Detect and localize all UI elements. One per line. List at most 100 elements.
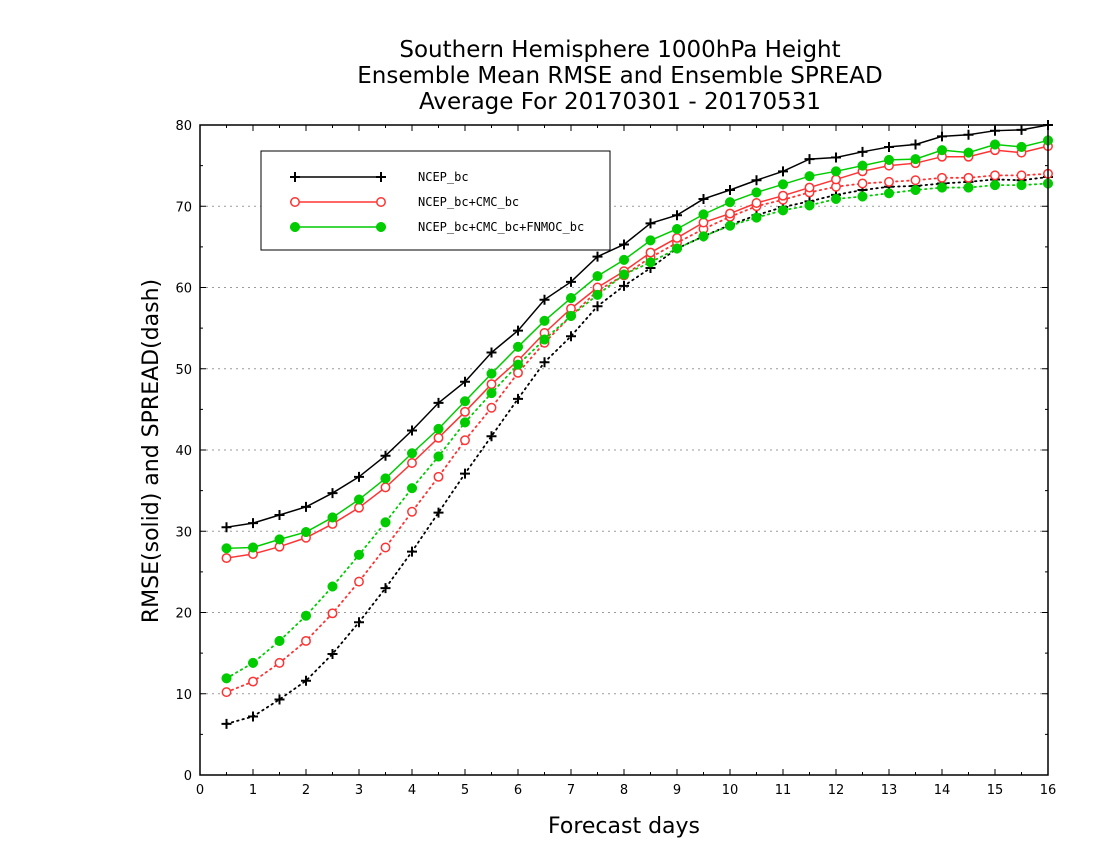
legend-marker	[376, 172, 386, 182]
rmse-point	[380, 482, 391, 493]
spread-point	[221, 687, 232, 698]
rmse-point	[698, 193, 709, 204]
spread-point	[830, 193, 842, 204]
rmse-point	[221, 543, 232, 554]
rmse-point	[460, 376, 470, 387]
spread-point	[883, 188, 895, 199]
rmse-point	[327, 488, 338, 499]
legend-marker	[375, 221, 387, 233]
rmse-point	[725, 185, 735, 195]
rmse-point	[1016, 141, 1027, 152]
x-tick-label: 8	[620, 783, 628, 798]
rmse-point	[354, 502, 364, 513]
rmse-point	[989, 139, 1001, 150]
spread-point	[459, 417, 471, 428]
rmse-point	[777, 179, 789, 190]
spread-point	[592, 301, 603, 312]
spread-point	[513, 393, 523, 404]
rmse-point	[248, 518, 258, 529]
rmse-point	[486, 368, 497, 379]
x-tick-label: 5	[461, 783, 469, 798]
rmse-point	[671, 223, 683, 235]
rmse-point	[512, 341, 524, 352]
spread-point	[380, 517, 391, 528]
spread-point	[884, 176, 894, 187]
spread-point	[274, 635, 285, 646]
rmse-point	[778, 190, 788, 201]
legend-box	[260, 150, 611, 251]
rmse-point	[459, 396, 471, 407]
spread-point	[513, 367, 523, 378]
spread-point	[247, 657, 259, 668]
spread-point	[327, 648, 338, 659]
spread-point	[486, 388, 497, 399]
rmse-point	[751, 175, 762, 186]
spread-point	[274, 657, 285, 668]
legend-marker	[376, 197, 386, 207]
rmse-point	[380, 450, 391, 461]
legend: NCEP_bc NCEP_bc+CMC_bc NCEP_bc+CMC_bc+FNMO…	[260, 150, 611, 251]
spread-point	[380, 583, 391, 594]
rmse-point	[433, 423, 444, 434]
x-tick-label: 10	[722, 783, 739, 798]
rmse-point	[831, 152, 841, 163]
spread-point	[937, 172, 947, 183]
rmse-point	[301, 501, 311, 512]
rmse-point	[831, 174, 841, 185]
series-0	[221, 120, 1053, 729]
x-tick-label: 4	[408, 783, 416, 798]
spread-point	[910, 175, 921, 186]
x-tick-label: 9	[673, 783, 681, 798]
spread-point	[1016, 170, 1027, 181]
spread-point	[512, 359, 524, 370]
spread-point	[407, 506, 417, 517]
rmse-point	[618, 254, 630, 265]
spread-point	[327, 581, 338, 592]
spread-point	[380, 542, 391, 553]
spread-point	[221, 673, 232, 684]
y-axis-label: RMSE(solid) and SPREAD(dash)	[139, 279, 164, 623]
rmse-point	[221, 522, 232, 533]
rmse-point	[672, 210, 682, 221]
x-tick-label: 1	[249, 783, 257, 798]
spread-point	[221, 718, 232, 729]
y-tick-label: 30	[175, 525, 192, 540]
spread-point	[248, 676, 258, 687]
chart-title-line-3: Average For 20170301 - 20170531	[419, 89, 821, 115]
rmse-point	[592, 251, 603, 262]
spread-point	[565, 310, 577, 321]
spread-point	[1016, 180, 1027, 191]
spread-point	[433, 471, 444, 482]
y-tick-label: 20	[175, 607, 192, 622]
y-tick-label: 60	[175, 282, 192, 297]
x-tick-label: 12	[828, 783, 845, 798]
spread-point	[963, 182, 974, 193]
spread-point	[857, 191, 868, 202]
rmse-point	[937, 131, 947, 142]
rmse-point	[751, 198, 762, 208]
spread-point	[592, 289, 603, 300]
spread-point	[804, 200, 815, 211]
spread-point	[618, 269, 630, 280]
spread-point	[645, 257, 656, 268]
rmse-point	[592, 271, 603, 282]
rmse-point	[857, 146, 868, 157]
rmse-point	[354, 471, 364, 482]
rmse-point	[804, 171, 815, 182]
rmse-point	[565, 293, 577, 304]
rmse-point	[910, 154, 921, 165]
rmse-point	[857, 160, 868, 171]
y-tick-label: 10	[175, 688, 192, 703]
x-tick-label: 3	[355, 783, 363, 798]
rmse-point	[274, 534, 285, 545]
spread-point	[433, 507, 444, 518]
x-tick-label: 13	[881, 783, 898, 798]
legend-marker	[290, 172, 300, 182]
rmse-point	[327, 512, 338, 523]
rmse-point	[725, 208, 735, 219]
rmse-point	[804, 154, 815, 165]
x-tick-label: 6	[514, 783, 522, 798]
y-tick-label: 80	[175, 119, 192, 134]
spread-point	[406, 483, 418, 494]
